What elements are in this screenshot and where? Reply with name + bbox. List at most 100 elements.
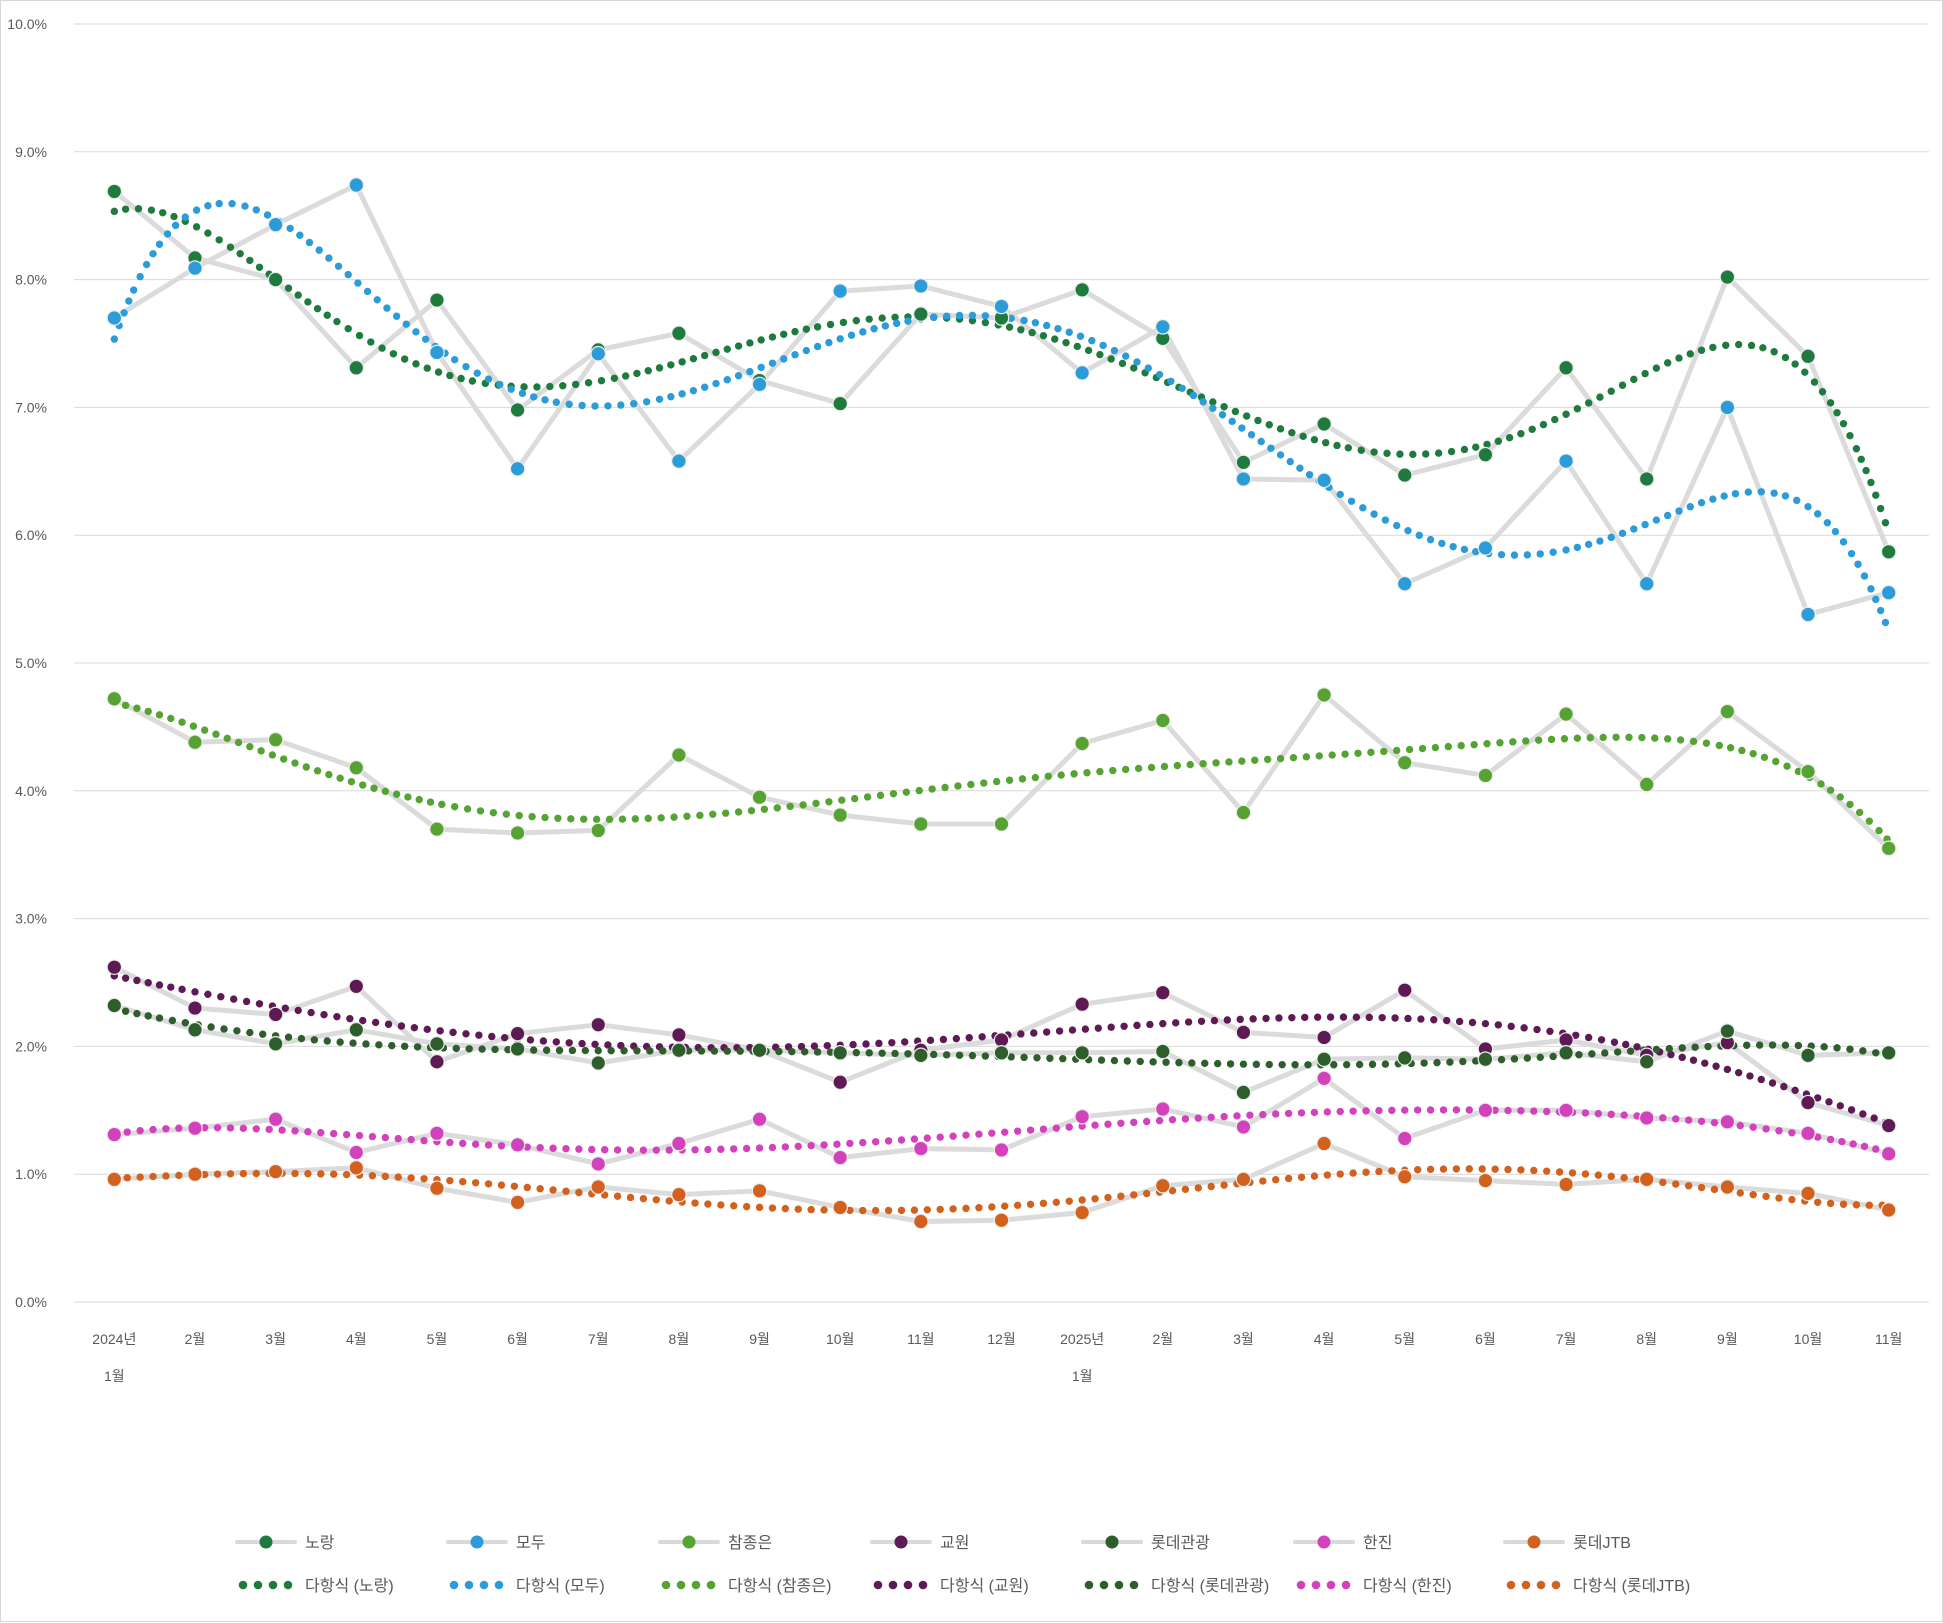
trendline-dot-norang[interactable] (110, 207, 119, 216)
series-marker-norang[interactable] (1477, 446, 1494, 463)
trendline-dot-norang[interactable] (559, 382, 567, 390)
trendline-dot-hanjin[interactable] (330, 1129, 338, 1138)
series-marker-hanjin[interactable] (187, 1120, 203, 1136)
trendline-dot-hanjin[interactable] (1814, 1133, 1822, 1141)
trendline-dot-hanjin[interactable] (1860, 1142, 1869, 1151)
trendline-dot-modu[interactable] (181, 213, 189, 221)
trendline-dot-lottejtb[interactable] (1517, 1166, 1525, 1174)
trendline-dot-norang[interactable] (1641, 369, 1649, 378)
trendline-dot-modu[interactable] (315, 246, 323, 254)
series-marker-hanjin[interactable] (267, 1111, 284, 1128)
trendline-dot-norang[interactable] (584, 379, 593, 387)
trendline-dot-gyowon[interactable] (155, 981, 164, 989)
trendline-dot-lottejtb[interactable] (1130, 1191, 1138, 1199)
trendline-dot-gyowon[interactable] (488, 1032, 496, 1041)
trendline-dot-lottetour[interactable] (1601, 1049, 1609, 1057)
trendline-dot-modu[interactable] (1359, 504, 1367, 512)
trendline-dot-lottetour[interactable] (542, 1046, 551, 1054)
trendline-dot-modu[interactable] (712, 379, 720, 388)
trendline-dot-lottejtb[interactable] (1736, 1189, 1744, 1197)
trendline-dot-lottejtb[interactable] (1375, 1167, 1383, 1176)
trendline-dot-chamjoeun[interactable] (528, 812, 536, 821)
trendline-dot-lottetour[interactable] (1162, 1058, 1170, 1066)
trendline-dot-gyowon[interactable] (1210, 1016, 1219, 1025)
trendline-dot-modu[interactable] (642, 398, 651, 406)
series-marker-chamjoeun[interactable] (1235, 804, 1252, 821)
trendline-dot-hanjin[interactable] (1849, 1140, 1857, 1148)
trendline-dot-norang[interactable] (1539, 420, 1548, 429)
trendline-dot-lottetour[interactable] (259, 1030, 267, 1038)
legend-item-trend-gyowon[interactable]: 다항식 (교원) (873, 1577, 1029, 1595)
trendline-dot-chamjoeun[interactable] (1547, 735, 1556, 744)
trendline-dot-hanjin[interactable] (884, 1137, 893, 1145)
trendline-dot-chamjoeun[interactable] (605, 815, 614, 824)
trendline-dot-norang[interactable] (1584, 399, 1593, 407)
trendline-dot-norang[interactable] (1051, 335, 1059, 343)
trendline-dot-chamjoeun[interactable] (696, 811, 704, 820)
trendline-dot-lottejtb[interactable] (1168, 1187, 1177, 1195)
trendline-dot-lottetour[interactable] (1781, 1041, 1790, 1049)
trendline-dot-chamjoeun[interactable] (1651, 734, 1659, 742)
trendline-dot-lottetour[interactable] (133, 1009, 141, 1018)
trendline-dot-modu[interactable] (1804, 502, 1812, 511)
trendline-dot-lottejtb[interactable] (575, 1188, 583, 1197)
trendline-dot-hanjin[interactable] (1349, 1107, 1357, 1115)
trendline-dot-norang[interactable] (1663, 359, 1672, 367)
trendline-dot-hanjin[interactable] (717, 1145, 725, 1153)
series-marker-lottejtb[interactable] (832, 1199, 848, 1216)
trendline-dot-norang[interactable] (1826, 399, 1835, 407)
trendline-dot-chamjoeun[interactable] (155, 711, 164, 719)
trendline-dot-hanjin[interactable] (1788, 1129, 1796, 1137)
trendline-dot-modu[interactable] (215, 199, 223, 208)
series-marker-norang[interactable] (1316, 416, 1332, 432)
trendline-dot-modu[interactable] (1155, 370, 1164, 379)
trendline-dot-hanjin[interactable] (1220, 1112, 1228, 1121)
series-marker-gyowon[interactable] (106, 959, 123, 975)
trendline-dot-modu[interactable] (1709, 495, 1717, 503)
series-marker-gyowon[interactable] (429, 1053, 445, 1070)
trendline-dot-lottetour[interactable] (1342, 1060, 1351, 1069)
trendline-dot-chamjoeun[interactable] (212, 730, 220, 738)
trendline-dot-modu[interactable] (1144, 364, 1152, 372)
trendline-dot-norang[interactable] (768, 333, 777, 341)
trendline-dot-modu[interactable] (1881, 618, 1890, 627)
trendline-dot-chamjoeun[interactable] (1586, 734, 1594, 742)
trendline-dot-modu[interactable] (484, 375, 493, 383)
trendline-dot-chamjoeun[interactable] (1263, 755, 1272, 764)
trendline-dot-hanjin[interactable] (1117, 1119, 1125, 1127)
trendline-dot-chamjoeun[interactable] (1496, 739, 1504, 747)
trendline-dot-chamjoeun[interactable] (1251, 756, 1259, 764)
series-marker-hanjin[interactable] (1558, 1102, 1574, 1119)
trendline-dot-modu[interactable] (1296, 464, 1304, 472)
trendline-dot-gyowon[interactable] (1678, 1053, 1686, 1062)
trendline-dot-lottejtb[interactable] (1852, 1201, 1861, 1209)
trendline-dot-norang[interactable] (1254, 416, 1262, 425)
trendline-dot-hanjin[interactable] (1762, 1125, 1770, 1133)
trendline-dot-hanjin[interactable] (549, 1144, 557, 1152)
trendline-dot-gyowon[interactable] (410, 1023, 419, 1032)
trendline-dot-modu[interactable] (1336, 490, 1344, 499)
trendline-dot-hanjin[interactable] (1491, 1106, 1499, 1114)
trendline-dot-hanjin[interactable] (923, 1134, 931, 1142)
trendline-dot-hanjin[interactable] (239, 1124, 248, 1133)
trendline-dot-chamjoeun[interactable] (1018, 775, 1027, 783)
trendline-dot-chamjoeun[interactable] (313, 767, 322, 775)
trendline-dot-chamjoeun[interactable] (1431, 743, 1440, 752)
trendline-dot-chamjoeun[interactable] (734, 808, 743, 816)
trendline-dot-norang[interactable] (1370, 448, 1378, 456)
trendline-dot-lottejtb[interactable] (1026, 1200, 1035, 1209)
trendline-dot-lottejtb[interactable] (549, 1186, 557, 1194)
trendline-dot-norang[interactable] (1839, 419, 1848, 428)
trendline-dot-gyowon[interactable] (875, 1039, 883, 1048)
trendline-dot-chamjoeun[interactable] (1122, 765, 1130, 774)
trendline-dot-hanjin[interactable] (1104, 1120, 1112, 1128)
trendline-dot-hanjin[interactable] (1259, 1110, 1267, 1119)
trendline-dot-gyowon[interactable] (862, 1040, 870, 1048)
trendline-dot-hanjin[interactable] (1026, 1126, 1035, 1134)
trendline-dot-hanjin[interactable] (213, 1124, 222, 1132)
trendline-dot-lottetour[interactable] (1291, 1061, 1299, 1069)
trendline-dot-modu[interactable] (1770, 489, 1778, 497)
trendline-dot-modu[interactable] (847, 331, 856, 339)
trendline-dot-hanjin[interactable] (1517, 1107, 1525, 1115)
trendline-dot-hanjin[interactable] (768, 1143, 777, 1152)
